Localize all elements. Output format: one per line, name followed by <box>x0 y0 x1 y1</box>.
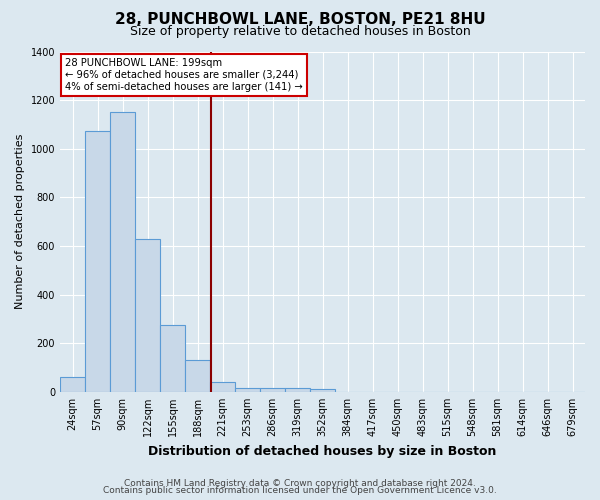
Bar <box>260 388 285 392</box>
Text: Contains public sector information licensed under the Open Government Licence v3: Contains public sector information licen… <box>103 486 497 495</box>
Bar <box>60 378 85 392</box>
Bar <box>135 238 160 392</box>
Bar <box>85 130 110 392</box>
Bar <box>160 325 185 392</box>
Bar <box>235 388 260 392</box>
Text: 28 PUNCHBOWL LANE: 199sqm
← 96% of detached houses are smaller (3,244)
4% of sem: 28 PUNCHBOWL LANE: 199sqm ← 96% of detac… <box>65 58 303 92</box>
Bar <box>285 388 310 392</box>
Text: Contains HM Land Registry data © Crown copyright and database right 2024.: Contains HM Land Registry data © Crown c… <box>124 478 476 488</box>
Bar <box>210 382 235 392</box>
Bar <box>110 112 135 392</box>
X-axis label: Distribution of detached houses by size in Boston: Distribution of detached houses by size … <box>148 444 497 458</box>
Text: Size of property relative to detached houses in Boston: Size of property relative to detached ho… <box>130 25 470 38</box>
Y-axis label: Number of detached properties: Number of detached properties <box>15 134 25 310</box>
Bar <box>185 360 210 392</box>
Bar <box>310 390 335 392</box>
Text: 28, PUNCHBOWL LANE, BOSTON, PE21 8HU: 28, PUNCHBOWL LANE, BOSTON, PE21 8HU <box>115 12 485 28</box>
